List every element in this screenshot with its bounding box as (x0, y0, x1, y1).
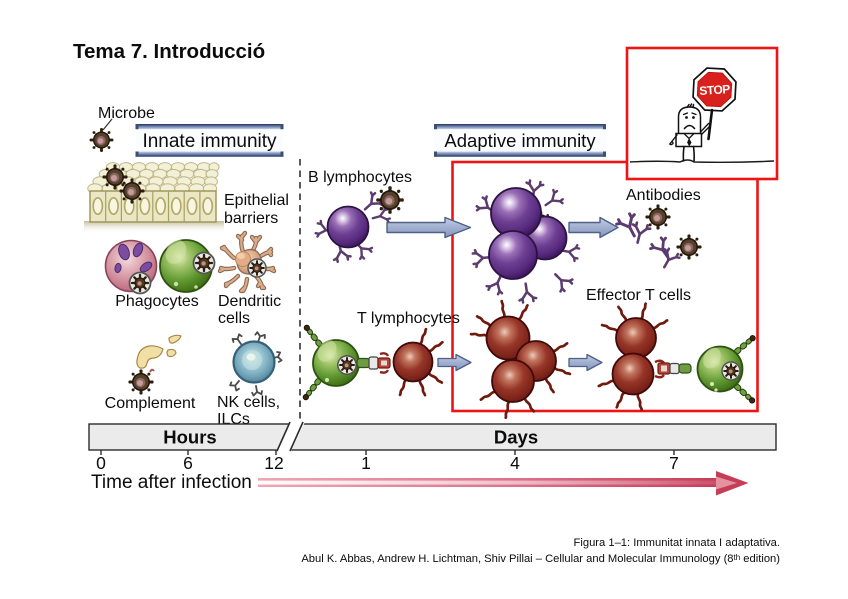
svg-text:Epithelial: Epithelial (224, 192, 289, 209)
svg-text:Abul K. Abbas, Andrew H. Licht: Abul K. Abbas, Andrew H. Lichtman, Shiv … (301, 553, 780, 565)
svg-text:Days: Days (494, 427, 538, 448)
svg-text:Antibodies: Antibodies (626, 187, 701, 204)
svg-text:barriers: barriers (224, 210, 278, 227)
svg-text:Complement: Complement (105, 395, 196, 412)
svg-text:Phagocytes: Phagocytes (115, 293, 199, 310)
svg-text:Microbe: Microbe (98, 105, 155, 122)
svg-text:Dendritic: Dendritic (218, 293, 281, 310)
svg-text:1: 1 (361, 453, 371, 473)
svg-text:Effector T cells: Effector T cells (586, 287, 691, 304)
svg-text:4: 4 (510, 453, 520, 473)
svg-text:Tema 7. Introducció: Tema 7. Introducció (73, 40, 265, 63)
svg-text:Time after infection: Time after infection (91, 472, 252, 493)
svg-text:6: 6 (183, 453, 193, 473)
svg-text:12: 12 (264, 453, 283, 473)
svg-text:cells: cells (218, 310, 250, 327)
svg-text:Innate immunity: Innate immunity (142, 131, 277, 152)
svg-text:Figura 1–1: Immunitat innata I: Figura 1–1: Immunitat innata I adaptativ… (574, 537, 780, 549)
svg-text:Adaptive immunity: Adaptive immunity (444, 130, 596, 151)
svg-text:STOP: STOP (699, 82, 731, 98)
svg-text:Hours: Hours (163, 427, 216, 448)
svg-text:B lymphocytes: B lymphocytes (308, 169, 412, 186)
svg-text:7: 7 (669, 453, 679, 473)
svg-text:0: 0 (96, 453, 106, 473)
svg-text:T lymphocytes: T lymphocytes (357, 310, 460, 327)
svg-text:NK cells,: NK cells, (217, 394, 280, 411)
